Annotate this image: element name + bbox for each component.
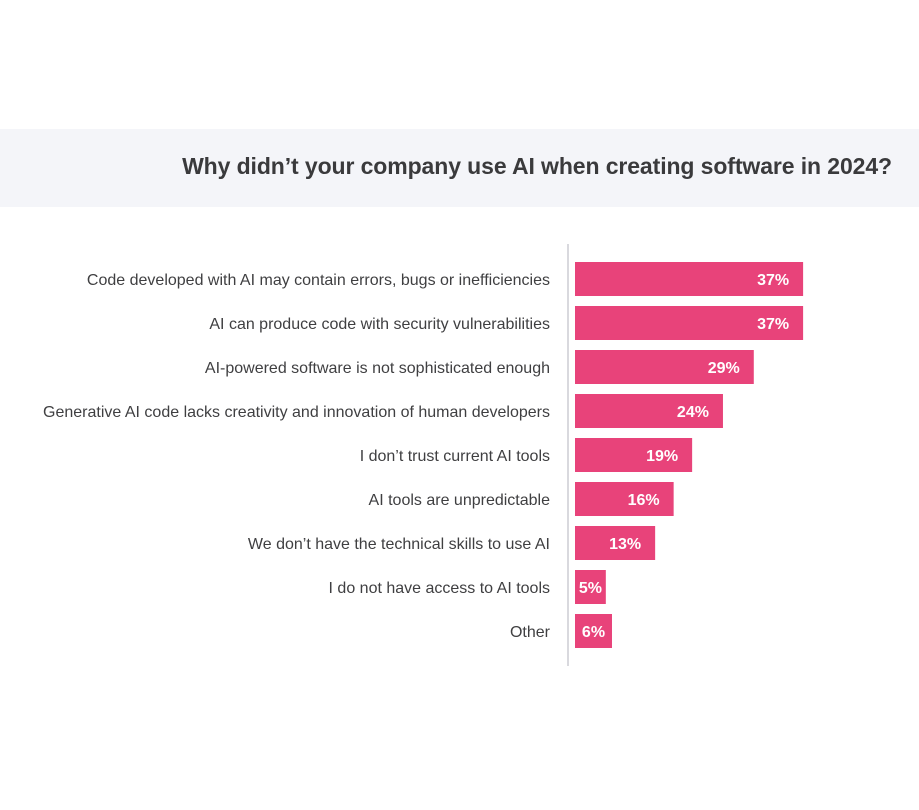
value-label: 19% [646,448,678,465]
bar [575,526,656,560]
category-label: Code developed with AI may contain error… [87,272,550,289]
category-label: Generative AI code lacks creativity and … [43,404,550,421]
category-label: AI-powered software is not sophisticated… [205,360,550,377]
value-label: 29% [708,360,740,377]
bar [575,438,693,472]
chart-title: Why didn’t your company use AI when crea… [182,153,892,179]
category-label: AI tools are unpredictable [369,492,551,509]
value-label: 13% [609,536,641,553]
value-label: 37% [757,272,789,289]
bars-layer: Code developed with AI may contain error… [43,244,804,666]
value-label: 24% [677,404,709,421]
value-label: 6% [582,624,605,641]
title-band: Why didn’t your company use AI when crea… [0,129,919,207]
bar [575,614,612,648]
bar [575,394,723,428]
bar [575,570,606,604]
value-label: 37% [757,316,789,333]
category-label: AI can produce code with security vulner… [209,316,550,333]
category-label: Other [510,624,551,641]
value-label: 5% [579,580,602,597]
category-label: I don’t trust current AI tools [360,448,550,465]
bar [575,306,804,340]
category-label: We don’t have the technical skills to us… [248,536,550,553]
category-label: I do not have access to AI tools [329,580,550,597]
value-label: 16% [628,492,660,509]
bar [575,262,804,296]
bar [575,482,674,516]
bar [575,350,754,384]
